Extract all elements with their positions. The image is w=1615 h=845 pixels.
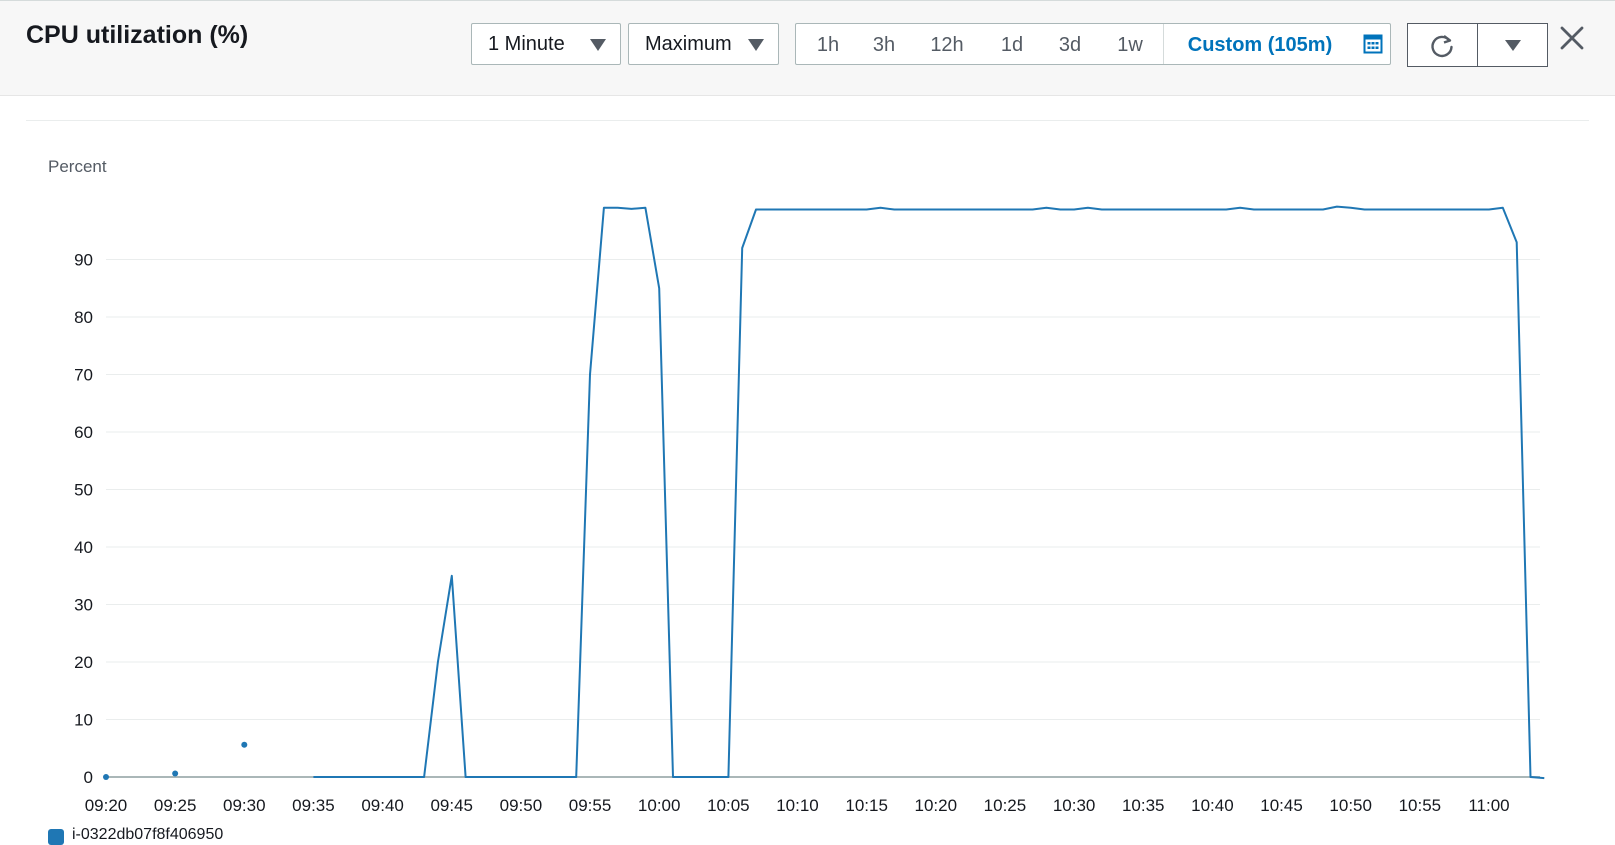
x-tick-label: 11:00 <box>1468 796 1509 815</box>
data-point <box>241 741 248 748</box>
legend-label: i-0322db07f8f406950 <box>72 826 224 843</box>
x-tick-label: 10:40 <box>1191 796 1234 815</box>
x-tick-label: 10:20 <box>915 796 958 815</box>
y-tick-label: 90 <box>74 251 93 270</box>
range-1w[interactable]: 1w <box>1117 34 1143 56</box>
chevron-down-icon <box>590 39 606 51</box>
x-tick-label: 10:10 <box>776 796 819 815</box>
y-tick-label: 50 <box>74 481 93 500</box>
y-tick-label: 40 <box>74 538 93 557</box>
x-tick-label: 10:35 <box>1122 796 1165 815</box>
range-3h[interactable]: 3h <box>872 34 896 56</box>
x-tick-label: 09:50 <box>500 796 543 815</box>
y-tick-label: 0 <box>84 768 93 787</box>
x-tick-label: 10:25 <box>984 796 1027 815</box>
x-tick-label: 09:45 <box>430 796 473 815</box>
statistic-value: Maximum <box>645 33 732 55</box>
close-icon[interactable] <box>1557 23 1587 53</box>
refresh-options-button[interactable] <box>1477 23 1548 67</box>
x-tick-label: 10:05 <box>707 796 750 815</box>
legend-swatch <box>48 829 64 845</box>
period-select[interactable]: 1 Minute <box>471 23 621 65</box>
y-tick-label: 10 <box>74 711 93 730</box>
period-value: 1 Minute <box>488 33 565 55</box>
range-3d[interactable]: 3d <box>1058 34 1082 56</box>
x-tick-label: 10:30 <box>1053 796 1096 815</box>
x-tick-label: 10:50 <box>1329 796 1372 815</box>
time-range-selector: 1h 3h 12h 1d 3d 1w Custom (105m) <box>795 23 1391 65</box>
y-tick-label: 70 <box>74 366 93 385</box>
range-1h[interactable]: 1h <box>816 34 840 56</box>
widget-title: CPU utilization (%) <box>26 21 249 49</box>
x-tick-label: 10:15 <box>845 796 888 815</box>
x-tick-label: 09:30 <box>223 796 266 815</box>
x-tick-label: 09:25 <box>154 796 197 815</box>
y-tick-label: 30 <box>74 596 93 615</box>
y-tick-label: 60 <box>74 423 93 442</box>
refresh-button[interactable] <box>1407 23 1478 67</box>
y-tick-label: 20 <box>74 653 93 672</box>
y-tick-label: 80 <box>74 308 93 327</box>
x-tick-label: 09:20 <box>85 796 128 815</box>
range-divider <box>1163 24 1164 64</box>
x-tick-label: 09:55 <box>569 796 612 815</box>
range-1d[interactable]: 1d <box>1000 34 1024 56</box>
statistic-select[interactable]: Maximum <box>628 23 779 65</box>
x-tick-label: 09:35 <box>292 796 335 815</box>
refresh-icon <box>1431 35 1453 58</box>
calendar-icon[interactable] <box>1363 34 1383 54</box>
chevron-down-icon <box>748 39 764 51</box>
x-tick-label: 09:40 <box>361 796 404 815</box>
y-axis-title: Percent <box>48 157 107 176</box>
x-tick-label: 10:00 <box>638 796 681 815</box>
chevron-down-icon <box>1505 40 1521 51</box>
range-12h[interactable]: 12h <box>930 34 964 56</box>
x-tick-label: 10:55 <box>1399 796 1442 815</box>
data-point <box>103 774 109 780</box>
series-line <box>313 205 1545 780</box>
widget-header: CPU utilization (%) 1 Minute Maximum 1h … <box>0 0 1615 96</box>
x-tick-label: 10:45 <box>1260 796 1303 815</box>
data-point <box>172 770 179 777</box>
range-custom[interactable]: Custom (105m) <box>1187 34 1333 56</box>
divider <box>26 120 1589 121</box>
